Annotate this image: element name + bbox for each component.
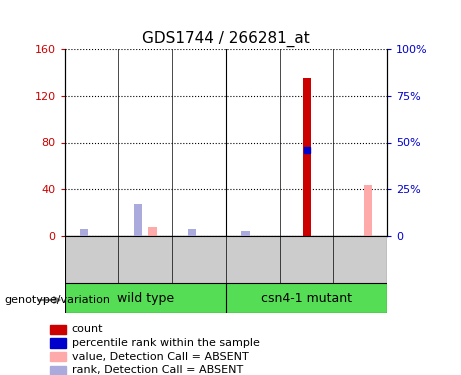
Text: genotype/variation: genotype/variation — [5, 295, 111, 305]
Text: percentile rank within the sample: percentile rank within the sample — [71, 338, 260, 348]
Text: csn4-1 mutant: csn4-1 mutant — [261, 292, 352, 304]
Bar — [65, 283, 226, 313]
Text: count: count — [71, 324, 103, 334]
Text: rank, Detection Call = ABSENT: rank, Detection Call = ABSENT — [71, 365, 243, 375]
Bar — [242, 231, 249, 236]
Title: GDS1744 / 266281_at: GDS1744 / 266281_at — [142, 31, 310, 47]
Bar — [188, 229, 196, 236]
Bar — [364, 185, 372, 236]
Bar — [50, 325, 65, 334]
Bar — [80, 229, 88, 236]
Bar — [50, 366, 65, 375]
Bar — [50, 338, 65, 348]
Text: value, Detection Call = ABSENT: value, Detection Call = ABSENT — [71, 352, 248, 362]
Bar — [134, 204, 142, 236]
Bar — [50, 352, 65, 362]
Bar — [226, 283, 387, 313]
Text: wild type: wild type — [117, 292, 174, 304]
Bar — [302, 78, 311, 236]
Bar — [148, 227, 156, 236]
